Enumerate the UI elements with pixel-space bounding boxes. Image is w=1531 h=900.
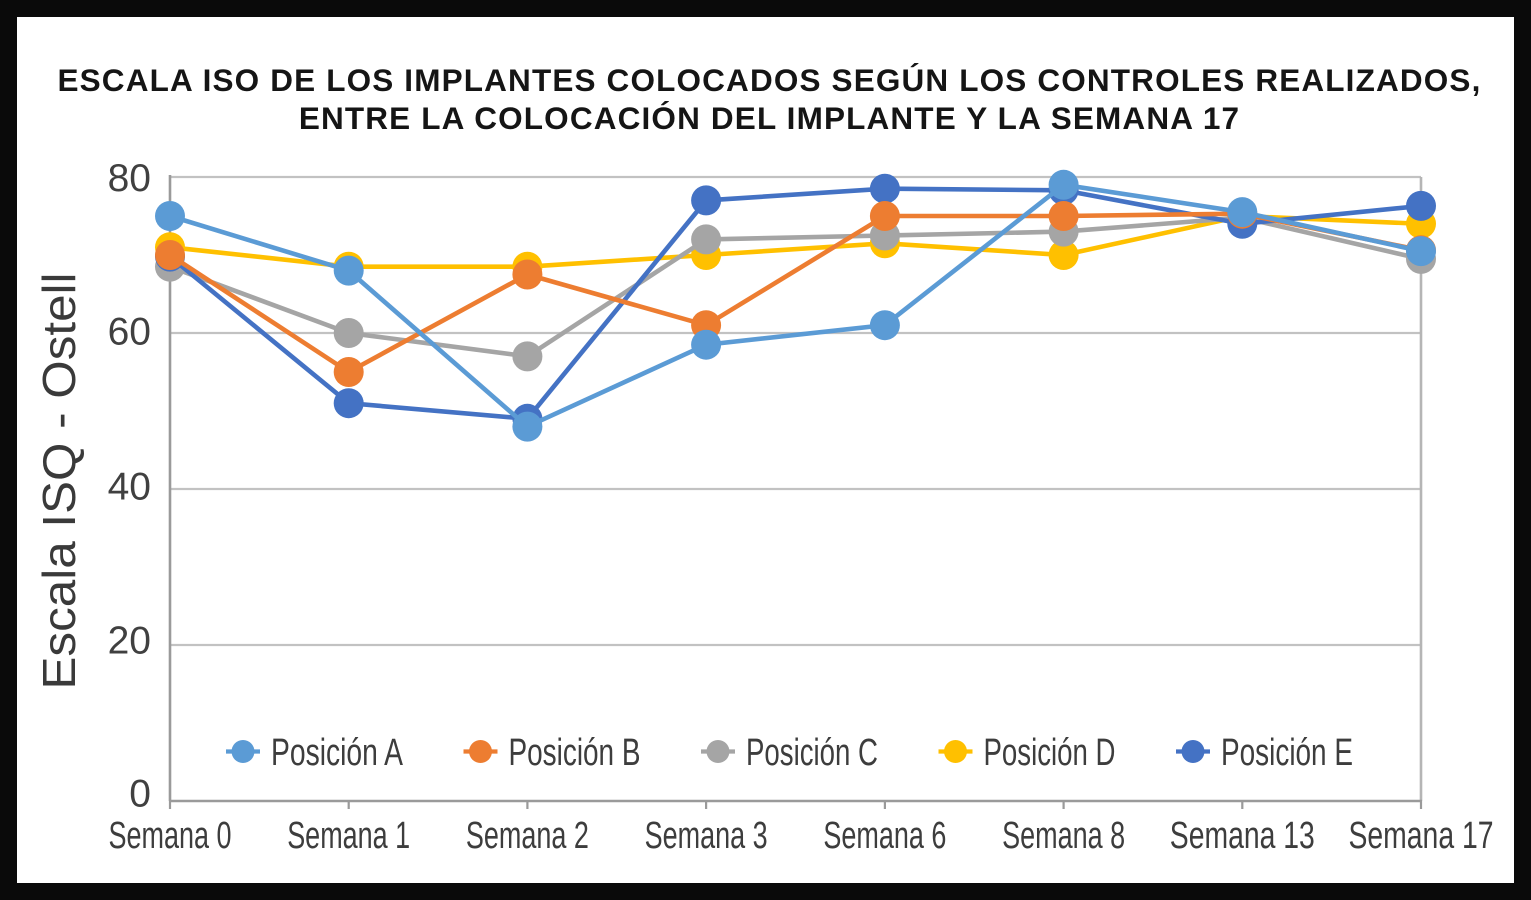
- svg-text:Posición C: Posición C: [746, 732, 878, 774]
- svg-text:Posición E: Posición E: [1221, 732, 1353, 774]
- svg-text:20: 20: [108, 620, 151, 663]
- svg-text:80: 80: [108, 157, 151, 200]
- svg-text:Semana 2: Semana 2: [466, 815, 589, 857]
- svg-text:60: 60: [108, 311, 151, 354]
- svg-text:0: 0: [129, 773, 151, 816]
- svg-text:Semana 6: Semana 6: [823, 815, 946, 857]
- svg-text:Semana 3: Semana 3: [645, 815, 768, 857]
- svg-text:Semana 0: Semana 0: [109, 815, 232, 857]
- svg-text:Semana 13: Semana 13: [1170, 815, 1315, 857]
- svg-text:Escala ISQ - Ostell: Escala ISQ - Ostell: [33, 273, 85, 690]
- svg-text:Posición B: Posición B: [509, 732, 641, 774]
- svg-text:Posición D: Posición D: [984, 732, 1116, 774]
- svg-text:Semana 17: Semana 17: [1349, 815, 1494, 857]
- svg-text:Posición A: Posición A: [271, 732, 403, 774]
- svg-text:40: 40: [108, 466, 151, 509]
- svg-text:Semana 1: Semana 1: [287, 815, 410, 857]
- svg-text:Semana 8: Semana 8: [1002, 815, 1125, 857]
